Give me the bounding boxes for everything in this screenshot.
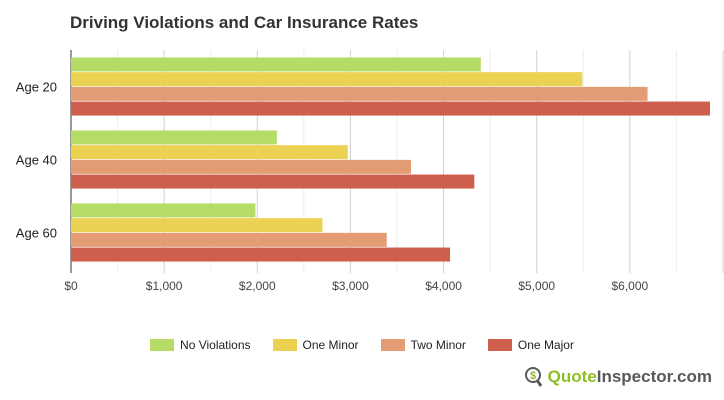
legend-label: One Minor [302,338,359,352]
x-tick-label: $3,000 [332,279,369,293]
bar-one-minor [71,218,323,233]
bar-one-major [71,101,710,116]
quoteinspector-logo: $ QuoteInspector.com [524,366,712,388]
bar-no-violations [71,57,481,72]
legend-label: Two Minor [410,338,466,352]
bar-no-violations [71,203,256,218]
bar-no-violations [71,130,277,145]
category-label: Age 40 [16,153,57,168]
x-tick-label: $2,000 [239,279,276,293]
bar-one-minor [71,145,348,160]
bar-one-major [71,174,475,189]
x-tick-label: $4,000 [425,279,462,293]
legend-swatch [487,339,512,351]
legend-swatch [150,339,175,351]
bar-chart: $0 $1,000 $2,000 $3,000 $4,000 $5,000 $6,000 Ag… [16,50,724,293]
category-label: Age 60 [16,226,57,241]
chart-title: Driving Violations and Car Insurance Rat… [70,13,419,32]
legend-item[interactable]: No Violations [150,338,251,352]
bar-one-minor [71,72,583,87]
magnifier-dollar-icon: $ [524,367,542,387]
category-label: Age 20 [16,80,57,95]
legend: No Violations One Minor Two Minor One Major [0,338,724,352]
svg-text:$: $ [530,370,536,382]
x-tick-label: $6,000 [612,279,649,293]
x-tick-label: $5,000 [518,279,555,293]
legend-item[interactable]: One Major [487,338,574,352]
logo-inspector: Inspector.com [596,367,712,386]
legend-label: No Violations [180,338,251,352]
legend-item[interactable]: Two Minor [380,338,466,352]
bar-two-minor [71,232,387,247]
legend-swatch [380,339,405,351]
legend-item[interactable]: One Minor [272,338,359,352]
bar-one-major [71,247,451,262]
legend-swatch [272,339,297,351]
x-tick-label: $1,000 [146,279,183,293]
x-tick-label: $0 [64,279,78,293]
logo-quote: Quote [547,367,597,386]
legend-label: One Major [517,338,574,352]
bar-two-minor [71,159,411,174]
bar-two-minor [71,86,648,101]
